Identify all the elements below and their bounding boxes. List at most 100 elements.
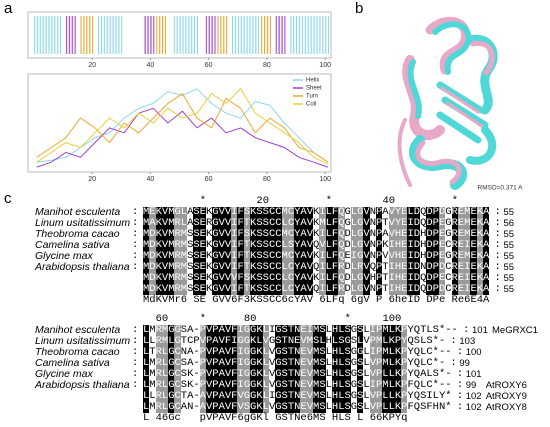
separator: : (132, 346, 139, 358)
separator: : (456, 401, 463, 413)
species-name: Glycine max (35, 250, 93, 262)
sequence: MDKVMRMSSEKGVVIFTKSSCCLCYAVQILFRDLGVNPTI… (143, 283, 490, 295)
structure-segment (217, 16, 228, 54)
sequence: LMRLGCAN-AVPAVFVSGKLVGSTNEVMSLHLSGSLVPLL… (143, 401, 452, 413)
structure-segment (261, 16, 271, 54)
separator: : (494, 261, 501, 273)
separator: : (456, 379, 463, 391)
separator: : (463, 324, 470, 336)
separator: : (456, 368, 463, 380)
sequence: MDKVMRMSSEKGVVIFSKSSCCMCYAVKILFQDLGVNPAV… (143, 228, 490, 240)
protein-structure (397, 16, 498, 190)
x-tick-label: 100 (319, 176, 331, 183)
species-name: Theobroma cacao (35, 346, 120, 358)
separator: : (494, 239, 501, 251)
series-line (36, 107, 329, 168)
separator: : (494, 283, 501, 295)
separator: : (450, 335, 457, 347)
sequence: LLRLGCTA-AVPAVFVGGKLIGSTNEVMSLHLSGSLVPLL… (143, 390, 452, 402)
sequence: MdKVMr6 SE GVV6F3KSSCC6cYAV 6LFq 6gV P 6… (143, 294, 490, 306)
residue-count: 55 (503, 251, 515, 262)
species-name: Arabidopsis thaliana (35, 379, 130, 391)
series-line (36, 87, 329, 165)
residue-count: 100 (465, 347, 482, 358)
separator: : (132, 368, 139, 380)
species-name: Manihot esculenta (35, 324, 121, 336)
sequence: MAKVMRLASERGVVIFTKSSCCLCYAVKMLFQGLGVNPTV… (143, 217, 490, 229)
separator: : (132, 261, 139, 273)
x-tick-label: 80 (263, 62, 271, 69)
legend-label: Helix (306, 78, 319, 84)
structure-segment (33, 16, 62, 54)
sequence: L 46Gc pVPAVF6gGKl GSTNe6MS HLS L 66KPYq (143, 412, 408, 424)
sequence: LLRMLGTCPVPAVFIGGKLVGSTNEVMSLHLSGSLVPMLK… (143, 335, 446, 347)
protein-tag: AtROXY6 (485, 380, 527, 391)
species-name: Theobroma cacao (35, 228, 120, 240)
structure-segment (205, 16, 216, 54)
structure-segment (144, 16, 155, 54)
separator: : (494, 206, 501, 218)
x-tick-label: 60 (205, 62, 213, 69)
series-line (36, 92, 329, 163)
sequence: MDKVMRMSSEKGVVIFTKSSCCMCYAVKILFQEIGVNPVV… (143, 250, 490, 262)
protein-tag: AtROXY9 (485, 391, 527, 402)
x-tick-label: 40 (146, 62, 154, 69)
structure-segment (173, 16, 199, 54)
panel-label: a (4, 0, 13, 17)
sequence: LMRLGCSK-PVPAVFIGGKLVGSTNEVMSLHLSGSLIPML… (143, 379, 452, 391)
species-name: Glycine max (35, 368, 93, 380)
residue-count: 55 (503, 207, 515, 218)
sequence: MDKVMRMSSEKGVVIFTKSSCCLSYAVQVLFQDLGVNPKI… (143, 239, 490, 251)
separator: : (494, 250, 501, 262)
structure-segment (290, 16, 330, 54)
ruler: 60 * 80 * 100 (143, 313, 402, 325)
sequence: LMRMGGSA-PVPAVFIGGKLIGSTNEIMSLHLSGSLIPML… (143, 324, 458, 336)
species-name: Arabidopsis thaliana (35, 261, 130, 273)
residue-count: 101 (465, 369, 482, 380)
separator: : (132, 217, 139, 229)
separator: : (132, 239, 139, 251)
residue-count: 55 (503, 262, 515, 273)
sequence: LTRLGCNA-PVPAVFIGGKLVGSTNEVMSLHLSGGLIPML… (143, 346, 452, 358)
structure-segment (65, 16, 76, 54)
separator: : (494, 272, 501, 284)
protein-tag: MeGRXC1 (492, 325, 538, 336)
structure-segment (275, 16, 286, 54)
plot-frame (27, 73, 332, 173)
x-tick-label: 100 (319, 62, 331, 69)
panel-label: b (355, 0, 364, 17)
legend-label: Coil (306, 102, 316, 108)
sequence: MEKVMGLASEKGVVIFSKSSCCMCYAVKILFQGLGVNPAV… (143, 206, 490, 218)
separator: : (450, 357, 457, 369)
sequence: MDKVMRMSSEKGVVVFSKSSCCLCYAVKILFQDLGVHPTI… (143, 272, 490, 284)
sequence: LMRLGCSK-PVPAVFIGGKLVGSTNEVMSLHLSGSLVPLL… (143, 368, 452, 380)
residue-count: 55 (503, 229, 515, 240)
separator: : (132, 228, 139, 240)
panel-label: c (4, 190, 12, 207)
x-tick-label: 60 (205, 176, 213, 183)
panel-ab: RMSD=0.371 A 20 40 60 80 100 Helix Sheet Turn Co… (27, 11, 524, 192)
structure-segment (156, 16, 167, 54)
x-tick-label: 40 (146, 176, 154, 183)
separator: : (132, 357, 139, 369)
residue-count: 102 (465, 402, 482, 413)
structure-segment (97, 16, 123, 54)
species-name: Linum usitatissimum (35, 335, 131, 347)
ruler: * 20 * 40 * (143, 195, 459, 207)
x-tick-label: 80 (263, 176, 271, 183)
legend-label: Sheet (306, 86, 322, 92)
separator: : (132, 250, 139, 262)
protein-tag: AtROXY8 (485, 402, 527, 413)
residue-count: 99 (459, 358, 470, 369)
separator: : (456, 346, 463, 358)
rmsd-label: RMSD=0.371 A (478, 185, 524, 192)
species-name: Camelina sativa (35, 357, 110, 369)
residue-count: 103 (459, 336, 476, 347)
residue-count: 99 (465, 380, 477, 391)
x-tick-label: 20 (88, 62, 96, 69)
residue-count: 56 (503, 218, 515, 229)
x-tick-label: 20 (88, 176, 96, 183)
residue-count: 55 (503, 240, 515, 251)
series-line (36, 88, 329, 163)
